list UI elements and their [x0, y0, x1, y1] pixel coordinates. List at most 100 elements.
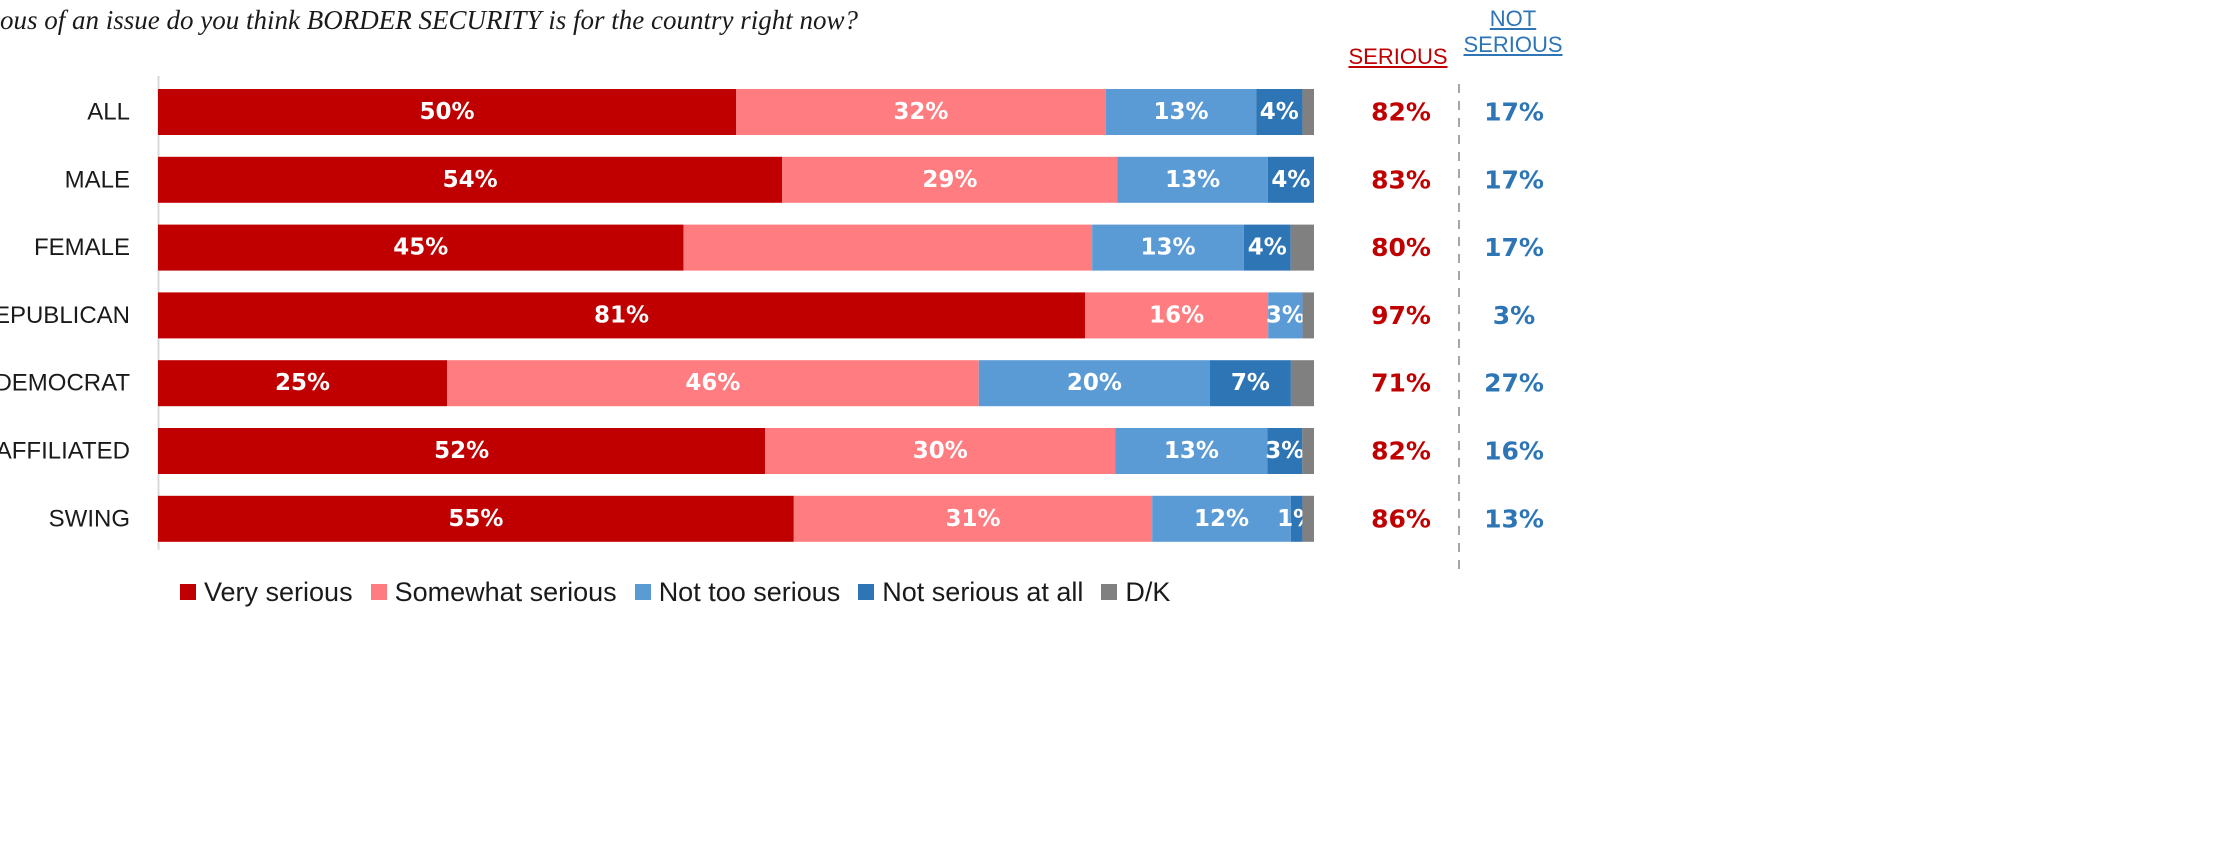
serious-total: 82% [1371, 437, 1431, 466]
legend-label: Very serious [204, 576, 353, 607]
data-label: 45% [393, 235, 448, 261]
bar-segment [978, 360, 1210, 407]
bar-segment [1267, 428, 1303, 474]
bar-segment [1302, 89, 1314, 135]
stacked-bar-chart: ALL 50% 32% 13% 4% 82% 17% MALE 54% 29% 13% 4% 83% 17… [0, 76, 1544, 570]
data-label: 30% [913, 438, 968, 464]
bar-segment [1117, 156, 1268, 203]
category-label: UNAFFILIATED [0, 438, 130, 465]
category-label: REPUBLICAN [0, 302, 130, 329]
category-label: ALL [87, 99, 130, 126]
chart-stage: ous of an issue do you think BORDER SECU… [0, 5, 1563, 610]
not-serious-header-line1: NOT [1489, 6, 1537, 31]
bar-segment [158, 156, 783, 203]
data-label: 46% [685, 370, 740, 396]
bar-segment [1209, 360, 1291, 407]
legend-swatch [180, 584, 196, 600]
data-label: 52% [434, 438, 489, 464]
legend-item: Not too serious [634, 576, 841, 608]
bar-segment [1152, 495, 1291, 542]
not-serious-header-line2: SERIOUS [1463, 32, 1563, 57]
data-label: 13% [1165, 167, 1220, 193]
not-serious-total: 3% [1493, 301, 1535, 330]
serious-total: 86% [1371, 504, 1431, 533]
data-label: 32% [893, 99, 948, 125]
bar-segment [158, 224, 684, 271]
legend-item: Very serious [180, 577, 353, 608]
data-label: 55% [448, 506, 503, 532]
data-label: 4% [1248, 235, 1287, 261]
serious-total: 80% [1371, 233, 1431, 262]
legend-item: Not serious at all [858, 577, 1083, 608]
bar-segment [1115, 428, 1268, 474]
data-label: 54% [443, 167, 498, 193]
bar-segment [736, 89, 1106, 135]
legend-item: Somewhat serious [370, 576, 617, 608]
data-label: 31% [945, 506, 1000, 532]
bar-segment [158, 292, 1086, 339]
legend-item: D/K [1101, 577, 1170, 608]
bar-segment [158, 89, 736, 135]
bar-segment [447, 360, 979, 407]
category-label: DEMOCRAT [0, 370, 130, 397]
bar-segment [1105, 89, 1257, 135]
bar-segment [1302, 495, 1314, 542]
data-label: 12% [1194, 506, 1249, 532]
serious-total: 97% [1371, 301, 1431, 330]
legend-swatch [370, 584, 387, 600]
bar-segment [1290, 495, 1303, 542]
serious-column-header: SERIOUS [1348, 44, 1448, 70]
data-label: 29% [922, 167, 977, 193]
bar-segment [1302, 428, 1314, 474]
data-label: 4% [1271, 167, 1310, 193]
category-label: MALE [65, 166, 130, 193]
bar-segment [793, 495, 1153, 542]
data-label: 50% [419, 99, 474, 125]
data-label: 20% [1067, 370, 1122, 396]
bar-segment [1243, 224, 1291, 271]
chart-legend: Very serious Somewhat serious Not too seri… [180, 574, 1170, 610]
bar-segment [1302, 292, 1314, 339]
bar-segment [765, 428, 1116, 474]
data-label: 3% [1265, 438, 1304, 464]
legend-swatch [634, 584, 651, 600]
bar-segment [683, 224, 1093, 271]
data-label: 4% [1260, 99, 1299, 125]
not-serious-total: 17% [1484, 165, 1544, 194]
data-label: 13% [1141, 235, 1196, 261]
data-label: 7% [1231, 370, 1270, 396]
legend-swatch [1101, 584, 1118, 600]
legend-swatch [858, 584, 875, 600]
bar-segment [1290, 360, 1314, 407]
bar-segment [158, 428, 766, 474]
data-label: 3% [1266, 302, 1305, 328]
legend-label: Somewhat serious [394, 576, 617, 607]
serious-total: 83% [1371, 165, 1431, 194]
legend-label: Not serious at all [882, 576, 1084, 607]
bar-segment [158, 495, 794, 542]
bar-segment [1268, 292, 1303, 339]
data-label: 13% [1154, 99, 1209, 125]
serious-header-label: SERIOUS [1348, 44, 1448, 69]
serious-total: 71% [1371, 369, 1431, 398]
not-serious-total: 17% [1484, 98, 1544, 127]
bar-segment [1290, 224, 1314, 271]
data-label: 16% [1149, 302, 1204, 328]
not-serious-total: 17% [1484, 233, 1544, 262]
not-serious-total: 16% [1484, 437, 1544, 466]
bar-segment [1256, 89, 1303, 135]
data-label: 25% [275, 370, 330, 396]
not-serious-total: 13% [1484, 504, 1544, 533]
category-label: FEMALE [34, 234, 130, 261]
data-label: 13% [1164, 438, 1219, 464]
data-label: 81% [594, 302, 649, 328]
legend-label: D/K [1125, 576, 1171, 607]
category-label: SWING [49, 505, 130, 532]
bar-segment [1085, 292, 1269, 339]
legend-label: Not too serious [658, 576, 841, 607]
bar-segment [1092, 224, 1244, 271]
serious-total: 82% [1371, 98, 1431, 127]
not-serious-total: 27% [1484, 369, 1544, 398]
bar-segment [782, 156, 1118, 203]
bar-segment [158, 360, 447, 407]
